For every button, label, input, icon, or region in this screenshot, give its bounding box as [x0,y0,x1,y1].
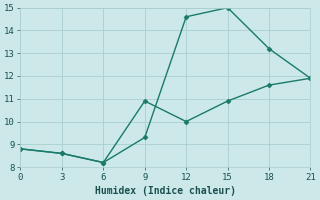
X-axis label: Humidex (Indice chaleur): Humidex (Indice chaleur) [95,186,236,196]
